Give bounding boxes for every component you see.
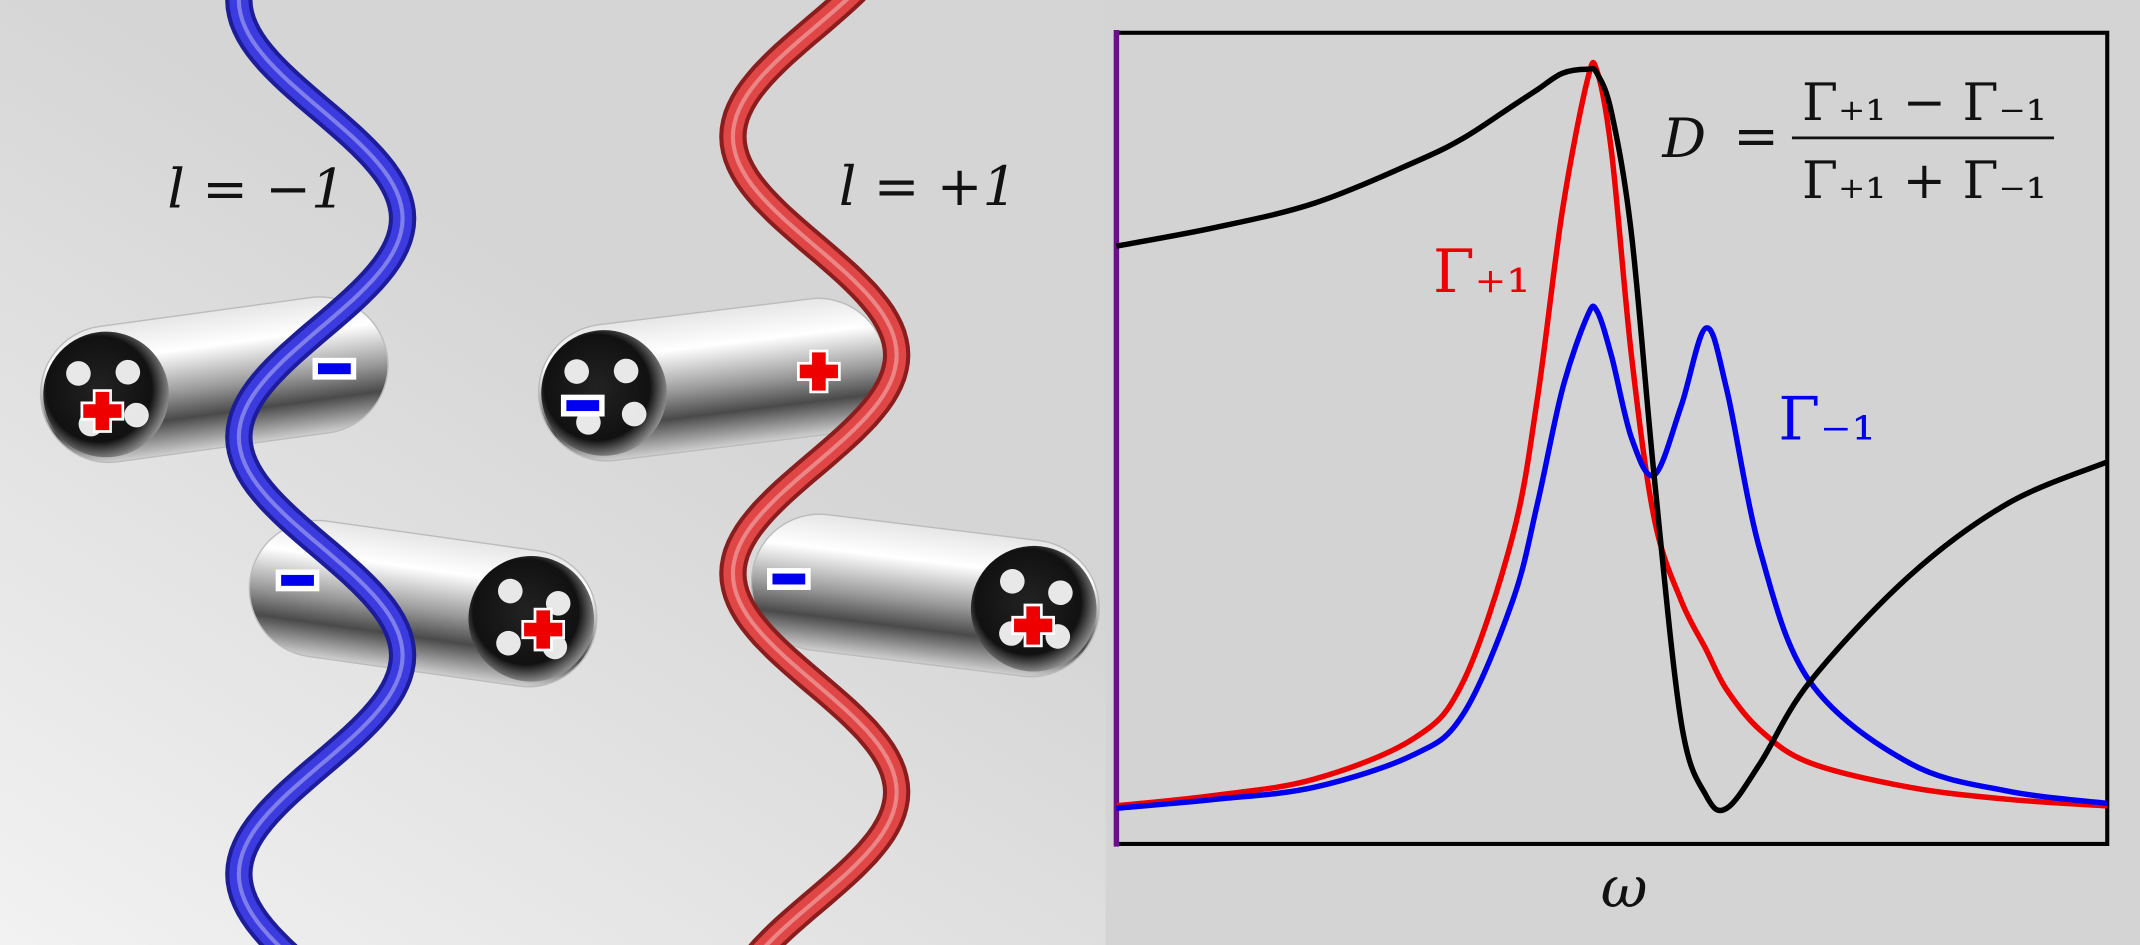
x-axis-label: ω [1601,854,1648,921]
charges [80,349,1055,652]
minus-charge [275,569,320,592]
wave [723,0,907,945]
highlight [613,358,639,384]
highlight [66,361,91,386]
highlight [124,402,149,428]
plus-charge [80,389,125,433]
rods [39,296,1100,688]
highlight [1000,569,1025,594]
line [1115,65,2109,814]
wave [229,0,413,945]
minus-charge [560,394,605,417]
plus-charge [1011,603,1055,648]
plus-charge [521,607,566,652]
wave-shine [236,0,405,945]
highlight [1048,580,1073,606]
series-label: Γ₊₁ [1433,237,1530,307]
formula-lhs: D [1661,106,1706,170]
formula-numerator: Γ₊₁ − Γ₋₁ [1802,73,2047,133]
highlight [496,630,521,656]
rod [537,297,888,462]
highlight [621,401,647,427]
series-label: Γ₋₁ [1778,385,1875,455]
plus-charge [797,349,841,394]
illustration-label: l = +1 [839,154,1017,218]
waves [225,0,911,945]
highlight [564,359,589,384]
highlight [498,578,523,604]
minus-charge [767,568,811,590]
minus-charge [312,357,357,380]
illustration-background [0,0,1106,945]
formula-denominator: Γ₊₁ + Γ₋₁ [1802,151,2047,211]
illustration-label: l = −1 [167,157,345,221]
formula-equals: = [1733,103,1779,167]
line [1116,59,2108,809]
wave-shine [730,0,899,945]
plot-lines [1115,59,2109,814]
highlight [115,359,141,385]
